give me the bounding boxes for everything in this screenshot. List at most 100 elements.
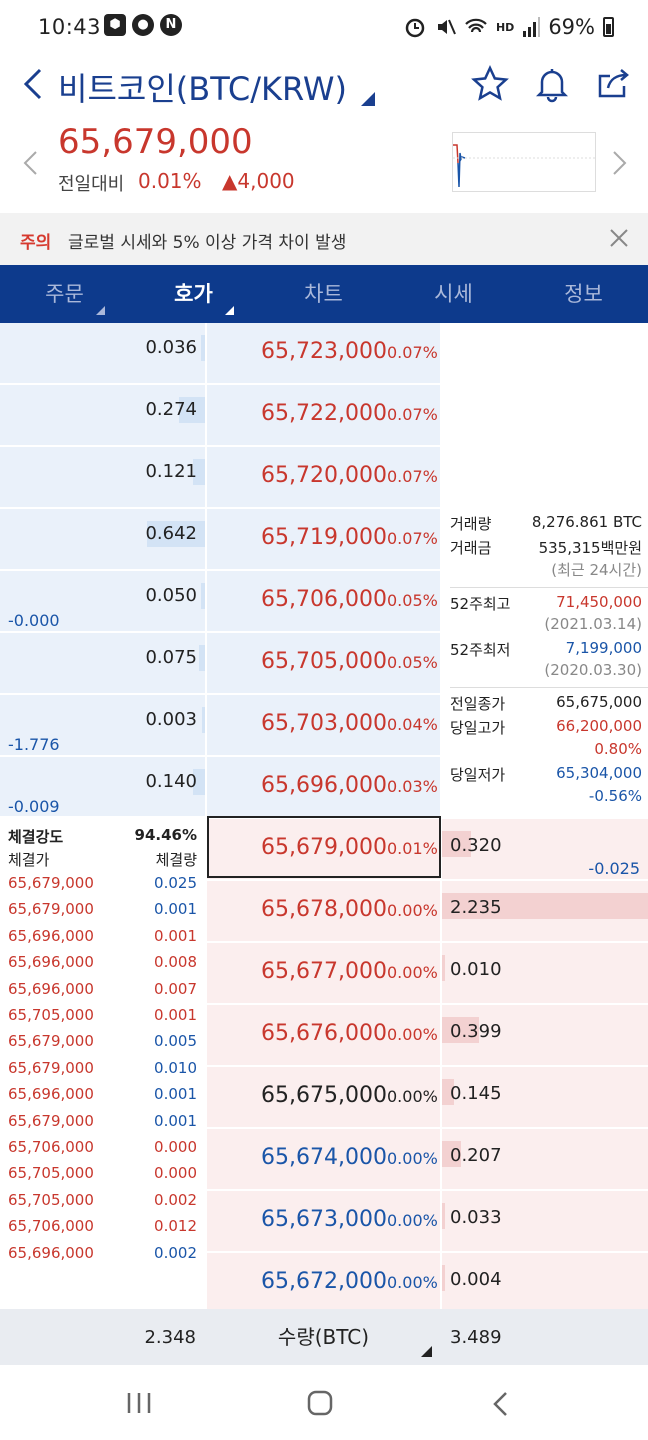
ask-price-cell[interactable]: 65,723,000 0.07% [207, 323, 440, 383]
ask-qty-cell[interactable]: 0.642 [0, 509, 205, 569]
high52-value: 71,450,000 [556, 593, 642, 611]
warning-notice: 주의 글로벌 시세와 5% 이상 가격 차이 발생 [0, 213, 648, 265]
trade-price: 65,696,000 [8, 1243, 94, 1262]
unit-caret-icon [421, 1346, 432, 1357]
low52-value: 7,199,000 [565, 639, 642, 657]
ask-qty-cell[interactable]: 0.075 [0, 633, 205, 693]
back-nav-icon[interactable] [490, 1391, 510, 1417]
ask-qty-cell[interactable]: 0.140 -0.009 [0, 757, 205, 817]
ask-percent: 0.07% [387, 343, 438, 362]
ask-qty-cell[interactable]: 0.121 [0, 447, 205, 507]
bid-price-cell[interactable]: 65,677,000 0.00% [207, 943, 440, 1003]
recent-apps-icon[interactable] [126, 1391, 152, 1415]
close-icon[interactable] [608, 227, 630, 249]
bid-price: 65,678,000 [261, 897, 387, 922]
bid-qty-bar [442, 1141, 461, 1167]
coin-title[interactable]: 비트코인(BTC/KRW) [58, 64, 376, 110]
bid-price: 65,674,000 [261, 1145, 387, 1170]
info-empty-cell [442, 385, 648, 445]
bell-icon[interactable] [532, 64, 572, 104]
bid-price-cell[interactable]: 65,674,000 0.00% [207, 1129, 440, 1189]
bid-price-cell[interactable]: 65,675,000 0.00% [207, 1067, 440, 1127]
trade-history-panel: 체결강도 94.46% 체결가 체결량 65,679,000 0.025 65,679,00… [0, 816, 205, 1306]
bid-price: 65,679,000 [261, 835, 387, 860]
notice-text: 글로벌 시세와 5% 이상 가격 차이 발생 [68, 233, 347, 253]
trade-row: 65,696,000 0.001 [8, 927, 197, 953]
ask-price-cell[interactable]: 65,705,000 0.05% [207, 633, 440, 693]
tab-chart[interactable]: 차트 [259, 265, 388, 323]
tab-info[interactable]: 정보 [519, 265, 648, 323]
ask-change: -0.009 [8, 797, 60, 816]
trade-row: 65,696,000 0.001 [8, 1085, 197, 1111]
bid-qty-cell[interactable]: 0.033 [442, 1191, 648, 1251]
ask-price-cell[interactable]: 65,703,000 0.04% [207, 695, 440, 755]
ask-price-cell[interactable]: 65,720,000 0.07% [207, 447, 440, 507]
row-divider [0, 1189, 648, 1191]
market-info-panel: 거래량 8,276.861 BTC 거래금 535,315백만원 (최근 24시간) 52… [442, 507, 648, 816]
home-icon[interactable] [306, 1389, 334, 1417]
orderbook-footer: 2.348 수량(BTC) 3.489 [0, 1309, 648, 1365]
back-arrow-icon[interactable] [18, 66, 48, 102]
bid-price-cell[interactable]: 65,672,000 0.00% [207, 1253, 440, 1313]
ask-qty-cell[interactable]: 0.036 [0, 323, 205, 383]
tab-market[interactable]: 시세 [389, 265, 518, 323]
trade-row: 65,706,000 0.000 [8, 1138, 197, 1164]
ask-price-cell[interactable]: 65,696,000 0.03% [207, 757, 440, 817]
high52-label: 52주최고 [450, 595, 511, 613]
info-divider [450, 687, 648, 688]
tab-info-label: 정보 [564, 282, 603, 306]
bid-percent: 0.00% [387, 963, 438, 982]
bid-price-cell[interactable]: 65,678,000 0.00% [207, 881, 440, 941]
low52-label-row: 52주최저 7,199,000 [450, 639, 642, 661]
bid-percent: 0.00% [387, 1211, 438, 1230]
ask-price-cell[interactable]: 65,719,000 0.07% [207, 509, 440, 569]
ask-qty-cell[interactable]: 0.050 -0.000 [0, 571, 205, 631]
bid-qty: 0.320 [450, 835, 502, 856]
tab-orderbook[interactable]: 호가 [129, 265, 258, 323]
bid-price-cell[interactable]: 65,673,000 0.00% [207, 1191, 440, 1251]
bid-qty-cell[interactable]: 0.010 [442, 943, 648, 1003]
bid-qty-cell[interactable]: 0.320 -0.025 [442, 819, 648, 879]
bid-qty-cell[interactable]: 2.235 [442, 881, 648, 941]
bid-qty-cell[interactable]: 0.145 [442, 1067, 648, 1127]
day-high-label: 당일고가 [450, 719, 506, 737]
bid-qty-cell[interactable]: 0.207 [442, 1129, 648, 1189]
notice-label: 주의 [20, 233, 52, 253]
star-icon[interactable] [470, 64, 510, 104]
chat-notification-icon: ● [132, 14, 154, 36]
mini-chart[interactable] [452, 132, 597, 192]
ask-price-cell[interactable]: 65,722,000 0.07% [207, 385, 440, 445]
trade-row: 65,706,000 0.012 [8, 1217, 197, 1243]
trade-row: 65,705,000 0.000 [8, 1164, 197, 1190]
bid-total: 3.489 [450, 1327, 502, 1348]
ask-qty-cell[interactable]: 0.274 [0, 385, 205, 445]
trade-qty-header: 체결량 [155, 851, 197, 869]
column-divider [205, 323, 207, 1309]
prev-coin-arrow-icon[interactable] [22, 150, 38, 176]
bid-change: -0.025 [588, 859, 640, 878]
bid-qty-cell[interactable]: 0.004 [442, 1253, 648, 1313]
diff-percent: 0.01% [138, 169, 202, 193]
bid-price-cell[interactable]: 65,679,000 0.01% [207, 819, 440, 879]
diff-value: ▲4,000 [222, 169, 295, 193]
ask-price-cell[interactable]: 65,706,000 0.05% [207, 571, 440, 631]
ask-qty-bar [193, 459, 205, 485]
tab-orderbook-label: 호가 [174, 282, 213, 306]
ask-price: 65,723,000 [261, 339, 387, 364]
mute-icon [437, 19, 456, 35]
trade-row: 65,679,000 0.001 [8, 900, 197, 926]
next-coin-arrow-icon[interactable] [612, 150, 628, 176]
share-icon[interactable] [594, 64, 634, 104]
bid-qty-cell[interactable]: 0.399 [442, 1005, 648, 1065]
ask-qty-cell[interactable]: 0.003 -1.776 [0, 695, 205, 755]
orderbook: 0.036 65,723,000 0.07% 0.274 65,722,000 0.07%… [0, 323, 648, 1313]
tab-order[interactable]: 주문 [0, 265, 129, 323]
app-notification-icon: ⬢ [104, 14, 126, 36]
unit-selector[interactable]: 수량(BTC) [207, 1309, 440, 1365]
bid-percent: 0.00% [387, 1149, 438, 1168]
trade-qty: 0.001 [154, 1006, 197, 1024]
trade-qty: 0.002 [154, 1190, 197, 1209]
low52-label: 52주최저 [450, 641, 511, 659]
diff-label: 전일대비 [58, 174, 125, 195]
bid-price-cell[interactable]: 65,676,000 0.00% [207, 1005, 440, 1065]
